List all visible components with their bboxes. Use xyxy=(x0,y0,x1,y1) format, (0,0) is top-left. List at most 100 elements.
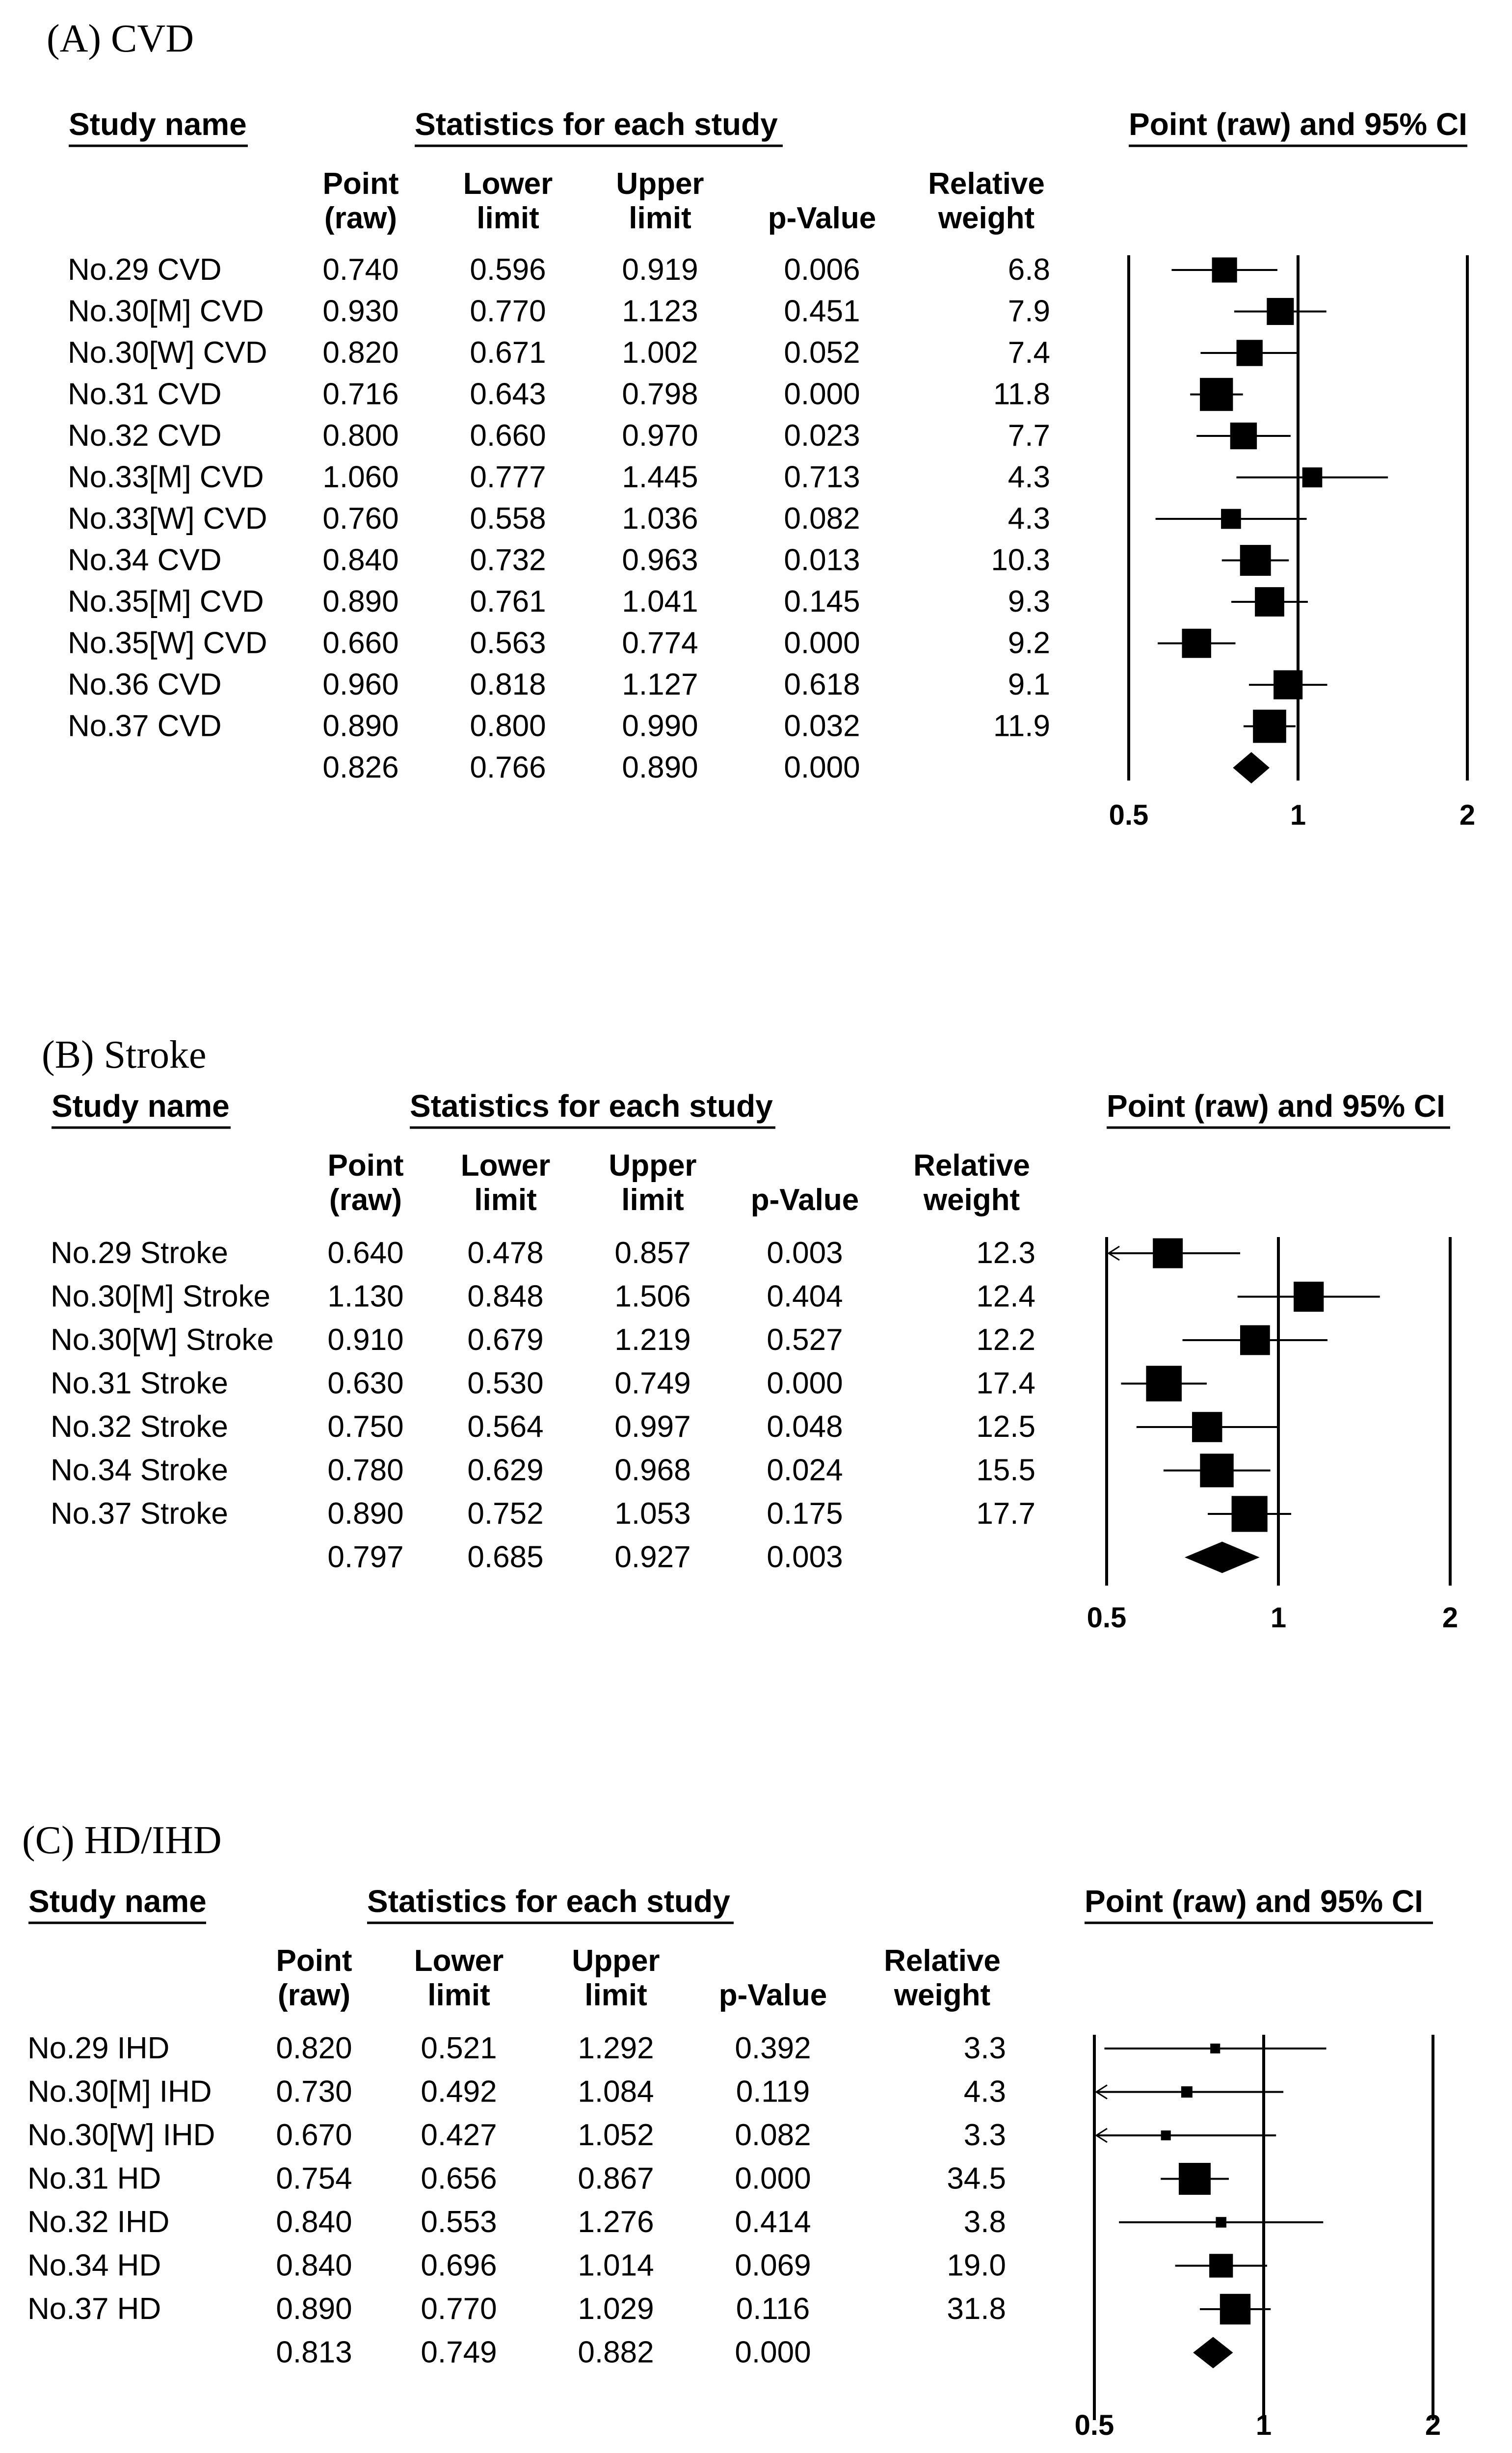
stat-cell: 0.671 xyxy=(470,336,546,370)
stat-cell: 3.3 xyxy=(964,2031,1006,2065)
column-header: Relative xyxy=(913,1149,1030,1183)
study-name: No.35[M] CVD xyxy=(68,585,264,619)
summary-cell: 0.003 xyxy=(767,1540,843,1574)
stat-cell: 0.670 xyxy=(276,2118,352,2152)
study-name: No.32 CVD xyxy=(68,419,222,453)
header-study-name: Study name xyxy=(69,107,247,142)
stat-cell: 0.770 xyxy=(421,2292,497,2326)
stat-cell: 15.5 xyxy=(976,1454,1035,1487)
stat-cell: 0.930 xyxy=(322,295,398,328)
stat-cell: 0.660 xyxy=(322,626,398,660)
point-square xyxy=(1236,340,1263,366)
study-name: No.34 CVD xyxy=(68,543,222,577)
study-name: No.31 Stroke xyxy=(51,1367,228,1401)
stat-cell: 0.013 xyxy=(784,543,860,577)
stat-cell: 0.798 xyxy=(622,377,698,411)
stat-cell: 12.2 xyxy=(976,1323,1035,1357)
stat-cell: 1.029 xyxy=(578,2292,654,2326)
stat-cell: 1.506 xyxy=(614,1280,690,1314)
stat-cell: 0.840 xyxy=(276,2249,352,2283)
study-name: No.29 Stroke xyxy=(51,1236,228,1270)
point-square xyxy=(1209,2254,1233,2278)
ci-arrow xyxy=(1095,2128,1108,2143)
stat-cell: 34.5 xyxy=(947,2162,1006,2196)
stat-cell: 4.3 xyxy=(1008,502,1050,536)
study-name: No.33[W] CVD xyxy=(68,502,267,536)
stat-cell: 9.2 xyxy=(1008,626,1050,660)
stat-cell: 0.774 xyxy=(622,626,698,660)
tick-label: 2 xyxy=(1425,2409,1441,2441)
stat-cell: 0.003 xyxy=(767,1236,843,1270)
study-name: No.36 CVD xyxy=(68,668,222,701)
stat-cell: 0.968 xyxy=(614,1454,690,1487)
stat-cell: 17.4 xyxy=(976,1367,1035,1401)
stat-cell: 0.563 xyxy=(470,626,546,660)
stat-cell: 1.002 xyxy=(622,336,698,370)
stat-cell: 0.643 xyxy=(470,377,546,411)
stat-cell: 1.130 xyxy=(327,1280,403,1314)
point-square xyxy=(1220,2293,1251,2325)
stat-cell: 1.219 xyxy=(614,1323,690,1357)
summary-cell: 0.685 xyxy=(467,1540,543,1574)
stat-cell: 0.820 xyxy=(322,336,398,370)
stat-cell: 31.8 xyxy=(947,2292,1006,2326)
study-name: No.37 Stroke xyxy=(51,1497,228,1531)
column-header: Lower xyxy=(414,1944,504,1978)
stat-cell: 0.990 xyxy=(622,709,698,743)
tick-label: 2 xyxy=(1459,799,1475,831)
stat-cell: 0.145 xyxy=(784,585,860,619)
stat-cell: 1.276 xyxy=(578,2205,654,2239)
column-header: (raw) xyxy=(329,1183,402,1217)
stat-cell: 0.478 xyxy=(467,1236,543,1270)
stat-cell: 0.679 xyxy=(467,1323,543,1357)
column-header: (raw) xyxy=(278,1978,350,2012)
stat-cell: 1.014 xyxy=(578,2249,654,2283)
point-square xyxy=(1240,545,1271,576)
stat-cell: 0.732 xyxy=(470,543,546,577)
stat-cell: 0.521 xyxy=(421,2031,497,2065)
stat-cell: 0.000 xyxy=(735,2162,811,2196)
point-square xyxy=(1253,709,1286,743)
stat-cell: 0.890 xyxy=(322,585,398,619)
summary-diamond xyxy=(1233,752,1270,783)
stat-cell: 0.760 xyxy=(322,502,398,536)
study-name: No.31 HD xyxy=(27,2162,161,2196)
stat-cell: 1.060 xyxy=(322,460,398,494)
stat-cell: 0.116 xyxy=(736,2292,810,2326)
column-header: limit xyxy=(474,1183,536,1217)
stat-cell: 0.530 xyxy=(467,1367,543,1401)
stat-cell: 0.713 xyxy=(784,460,860,494)
stat-cell: 0.890 xyxy=(322,709,398,743)
tick-label: 1 xyxy=(1256,2409,1272,2441)
column-header: limit xyxy=(621,1183,684,1217)
stat-cell: 0.840 xyxy=(322,543,398,577)
point-square xyxy=(1181,2086,1193,2098)
stat-cell: 0.000 xyxy=(784,377,860,411)
stat-cell: 0.119 xyxy=(736,2075,810,2109)
tick-label: 0.5 xyxy=(1075,2409,1114,2441)
stat-cell: 0.006 xyxy=(784,253,860,287)
point-square xyxy=(1273,670,1303,700)
stat-cell: 0.527 xyxy=(767,1323,843,1357)
column-header: limit xyxy=(629,201,691,235)
stat-cell: 0.451 xyxy=(784,295,860,328)
stat-cell: 0.000 xyxy=(784,626,860,660)
stat-cell: 3.8 xyxy=(964,2205,1006,2239)
stat-cell: 0.640 xyxy=(327,1236,403,1270)
point-square xyxy=(1221,509,1241,529)
stat-cell: 0.618 xyxy=(784,668,860,701)
study-name: No.30[M] Stroke xyxy=(51,1280,270,1314)
point-square xyxy=(1210,2043,1220,2054)
stat-cell: 0.848 xyxy=(467,1280,543,1314)
stat-cell: 1.292 xyxy=(578,2031,654,2065)
stat-cell: 1.053 xyxy=(614,1497,690,1531)
stat-cell: 3.3 xyxy=(964,2118,1006,2152)
summary-cell: 0.813 xyxy=(276,2336,352,2370)
stat-cell: 9.1 xyxy=(1008,668,1050,701)
stat-cell: 0.052 xyxy=(784,336,860,370)
column-header: Point xyxy=(328,1149,404,1183)
stat-cell: 7.9 xyxy=(1008,295,1050,328)
study-name: No.30[M] CVD xyxy=(68,295,264,328)
header-statistics: Statistics for each study xyxy=(415,107,778,142)
